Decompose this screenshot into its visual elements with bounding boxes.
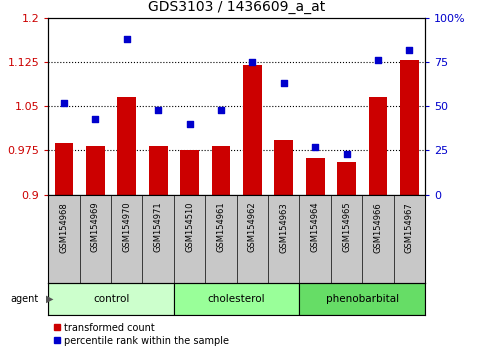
Text: GSM154963: GSM154963 [279, 202, 288, 252]
Bar [117, 97, 136, 195]
Text: GSM154965: GSM154965 [342, 202, 351, 252]
Bar [174, 283, 299, 315]
Text: GSM154510: GSM154510 [185, 202, 194, 252]
Text: GSM154967: GSM154967 [405, 202, 414, 252]
Bar [149, 146, 168, 195]
Point [60, 100, 68, 105]
Text: GSM154971: GSM154971 [154, 202, 163, 252]
Bar [299, 283, 425, 315]
Point [343, 151, 351, 157]
Text: control: control [93, 294, 129, 304]
Text: phenobarbital: phenobarbital [326, 294, 399, 304]
Text: GSM154966: GSM154966 [373, 202, 383, 252]
Point [186, 121, 194, 127]
Text: GSM154968: GSM154968 [59, 202, 69, 252]
Title: GDS3103 / 1436609_a_at: GDS3103 / 1436609_a_at [148, 0, 325, 14]
Legend: transformed count, percentile rank within the sample: transformed count, percentile rank withi… [53, 323, 229, 346]
Bar [400, 60, 419, 195]
Text: GSM154969: GSM154969 [91, 202, 100, 252]
Bar [243, 65, 262, 195]
Point [406, 47, 413, 52]
Bar [369, 97, 387, 195]
Bar [212, 146, 230, 195]
Text: agent: agent [11, 294, 39, 304]
Point [92, 116, 99, 121]
Point [217, 107, 225, 113]
Text: GSM154970: GSM154970 [122, 202, 131, 252]
Bar [180, 150, 199, 195]
Point [280, 80, 288, 86]
Bar [86, 146, 105, 195]
Bar [337, 162, 356, 195]
Bar [306, 158, 325, 195]
Text: ▶: ▶ [46, 294, 54, 304]
Point [123, 36, 131, 42]
Point [312, 144, 319, 150]
Text: GSM154961: GSM154961 [216, 202, 226, 252]
Bar [48, 283, 174, 315]
Text: GSM154962: GSM154962 [248, 202, 257, 252]
Point [249, 59, 256, 65]
Bar [274, 141, 293, 195]
Point [155, 107, 162, 113]
Point [374, 57, 382, 63]
Bar [55, 143, 73, 195]
Text: cholesterol: cholesterol [208, 294, 266, 304]
Text: GSM154964: GSM154964 [311, 202, 320, 252]
